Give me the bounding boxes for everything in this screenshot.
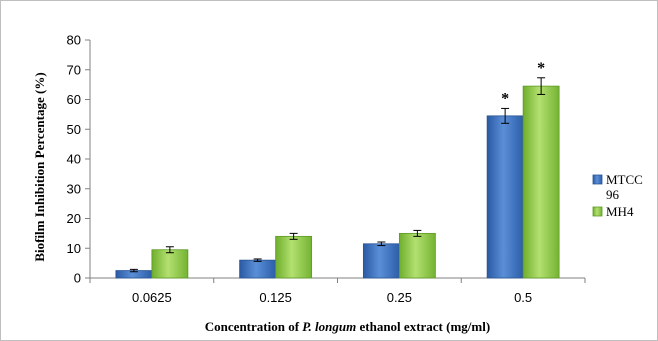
y-axis-title: Biofilm Inhibition Percentage (%) (32, 72, 47, 261)
significance-marker: * (537, 60, 545, 77)
bar-mh4 (398, 232, 436, 279)
x-axis-title: Concentration of P. longum ethanol extra… (205, 319, 490, 334)
y-tick-label: 50 (67, 122, 81, 137)
x-tick-label: 0.125 (259, 290, 292, 305)
bar-mh4 (151, 249, 189, 279)
bar-mtcc96 (239, 259, 277, 279)
bar-mh4 (522, 85, 560, 279)
legend-label-mtcc96-line2: 96 (606, 187, 620, 202)
y-tick-label: 40 (67, 152, 81, 167)
x-axis-title-part: ethanol extract (mg/ml) (356, 319, 490, 334)
bar-mtcc96 (486, 115, 524, 279)
x-axis-title-part: Concentration of (205, 319, 303, 334)
significance-marker: * (501, 90, 509, 107)
y-tick-label: 80 (67, 33, 81, 48)
legend-swatch-mh4 (592, 206, 603, 217)
y-tick-label: 0 (74, 271, 81, 286)
bar-mtcc96 (362, 243, 400, 279)
x-axis-title-species: P. longum (302, 319, 356, 334)
legend-label-mh4: MH4 (606, 204, 634, 219)
y-tick-label: 60 (67, 92, 81, 107)
x-tick-label: 0.5 (514, 290, 532, 305)
legend-label-mtcc96: MTCC (606, 172, 643, 187)
bar-mh4 (275, 235, 313, 279)
y-tick-label: 10 (67, 241, 81, 256)
legend-swatch-mtcc96 (592, 174, 603, 185)
y-tick-label: 70 (67, 62, 81, 77)
x-tick-label: 0.25 (387, 290, 412, 305)
y-tick-label: 30 (67, 181, 81, 196)
y-tick-label: 20 (67, 211, 81, 226)
x-tick-label: 0.0625 (132, 290, 172, 305)
